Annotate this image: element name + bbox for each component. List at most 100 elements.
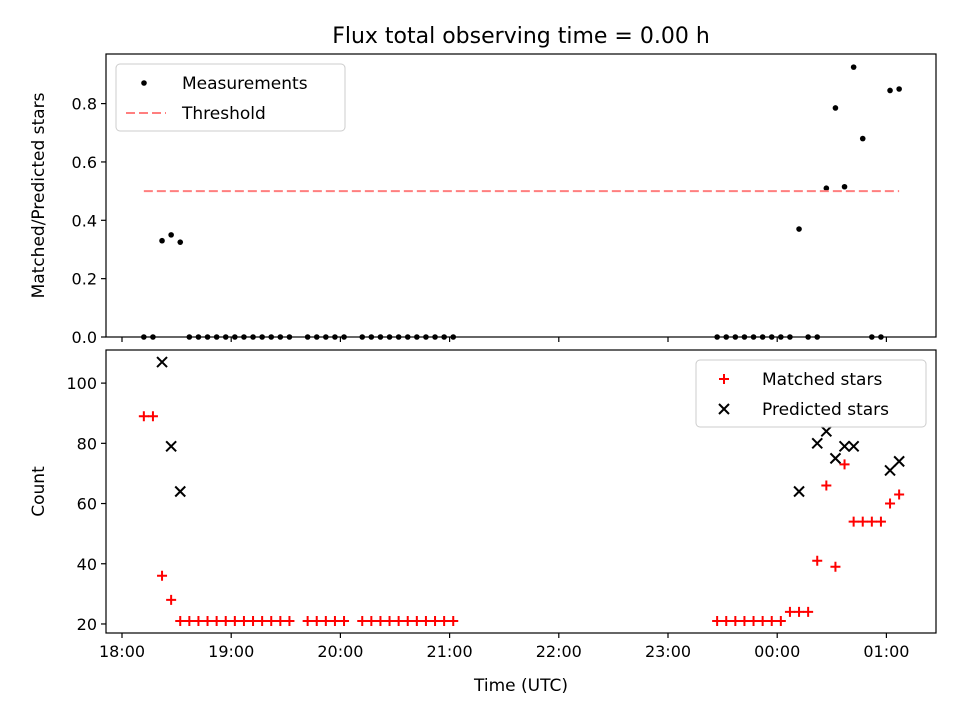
data-point	[847, 440, 860, 453]
data-point	[718, 403, 730, 415]
data-point	[411, 615, 422, 626]
data-point	[320, 615, 331, 626]
data-point	[712, 615, 723, 626]
data-point	[823, 185, 830, 192]
y-tick-label: 80	[77, 434, 97, 453]
data-point	[750, 334, 757, 340]
data-point	[213, 334, 220, 340]
data-point	[277, 334, 284, 340]
data-point	[195, 334, 202, 340]
data-point	[821, 480, 832, 491]
data-point	[138, 411, 149, 422]
data-point	[377, 334, 384, 340]
y-tick-label: 0.0	[72, 328, 97, 347]
data-point	[884, 464, 896, 477]
data-point	[787, 334, 793, 340]
data-point	[222, 334, 229, 340]
top-panel: 0.0 0.2 0.4 0.6 0.8 Matched/Predicted stars Me…	[29, 53, 937, 347]
data-point	[241, 334, 247, 340]
y-tick-label: 20	[77, 615, 97, 634]
data-point	[184, 615, 195, 626]
y-tick-label: 60	[77, 495, 97, 514]
data-point	[259, 334, 265, 340]
data-point	[395, 334, 402, 340]
data-point	[177, 239, 184, 245]
data-point	[885, 498, 896, 509]
figure-title: Flux total observing time = 0.00 h	[332, 24, 710, 49]
data-point	[832, 105, 839, 111]
data-point	[784, 606, 795, 617]
y-axis-label: Matched/Predicted stars	[29, 92, 49, 298]
data-point	[796, 226, 802, 232]
data-point	[311, 615, 322, 626]
data-point	[732, 334, 739, 340]
y-tick-label: 0.6	[72, 153, 97, 172]
series-predicted-stars	[156, 356, 905, 498]
y-tick-label: 0.2	[72, 270, 97, 289]
series-measurements	[141, 64, 902, 340]
data-point	[366, 615, 377, 626]
data-point	[375, 615, 386, 626]
x-tick-label: 23:00	[645, 642, 691, 661]
data-point	[304, 334, 311, 340]
data-point	[450, 334, 457, 340]
data-point	[284, 615, 295, 626]
data-point	[404, 334, 411, 340]
x-axis-label: Time (UTC)	[473, 676, 568, 696]
data-point	[341, 334, 347, 340]
data-point	[820, 425, 833, 437]
data-point	[896, 86, 902, 92]
data-point	[730, 615, 741, 626]
data-point	[220, 615, 231, 626]
x-tick-label: 01:00	[863, 642, 909, 661]
axes-frame	[105, 53, 937, 338]
data-point	[157, 570, 168, 581]
data-point	[286, 334, 293, 340]
series-matched-stars	[138, 411, 905, 626]
data-point	[147, 411, 158, 422]
data-point	[859, 135, 866, 142]
data-point	[257, 615, 268, 626]
data-point	[875, 516, 886, 527]
data-point	[368, 334, 375, 340]
data-point	[839, 459, 850, 470]
data-point	[803, 606, 814, 617]
data-point	[166, 594, 177, 605]
data-point	[448, 615, 459, 626]
legend: Matched stars Predicted stars	[695, 359, 927, 428]
data-point	[332, 334, 338, 340]
legend-label: Matched stars	[762, 370, 882, 390]
data-point	[878, 334, 884, 340]
data-point	[829, 452, 842, 465]
axes-frame	[105, 349, 937, 634]
data-point	[420, 615, 431, 626]
data-point	[202, 615, 213, 626]
data-point	[175, 615, 186, 626]
legend-label: Predicted stars	[762, 400, 889, 420]
data-point	[423, 334, 429, 340]
data-point	[893, 455, 905, 468]
y-tick-label: 0.4	[72, 211, 97, 230]
data-point	[266, 615, 277, 626]
bottom-panel: 20 40 60 80 100 18:00 19:00 20:00 21:00 22:00 23:0…	[29, 349, 937, 696]
data-point	[757, 615, 768, 626]
x-tick-label: 22:00	[536, 642, 582, 661]
data-point	[313, 334, 320, 340]
data-point	[841, 183, 848, 190]
data-point	[238, 615, 249, 626]
data-point	[739, 615, 750, 626]
y-tick-label: 100	[66, 374, 97, 393]
data-point	[814, 334, 821, 340]
y-axis-label: Count	[29, 466, 49, 517]
x-tick-label: 18:00	[99, 642, 145, 661]
data-point	[721, 615, 732, 626]
y-tick-label: 40	[77, 555, 97, 574]
legend-box	[695, 359, 927, 428]
data-point	[302, 615, 313, 626]
legend-label: Threshold	[181, 104, 266, 124]
data-point	[432, 334, 438, 340]
data-point	[186, 334, 193, 340]
data-point	[402, 615, 413, 626]
data-point	[748, 615, 759, 626]
